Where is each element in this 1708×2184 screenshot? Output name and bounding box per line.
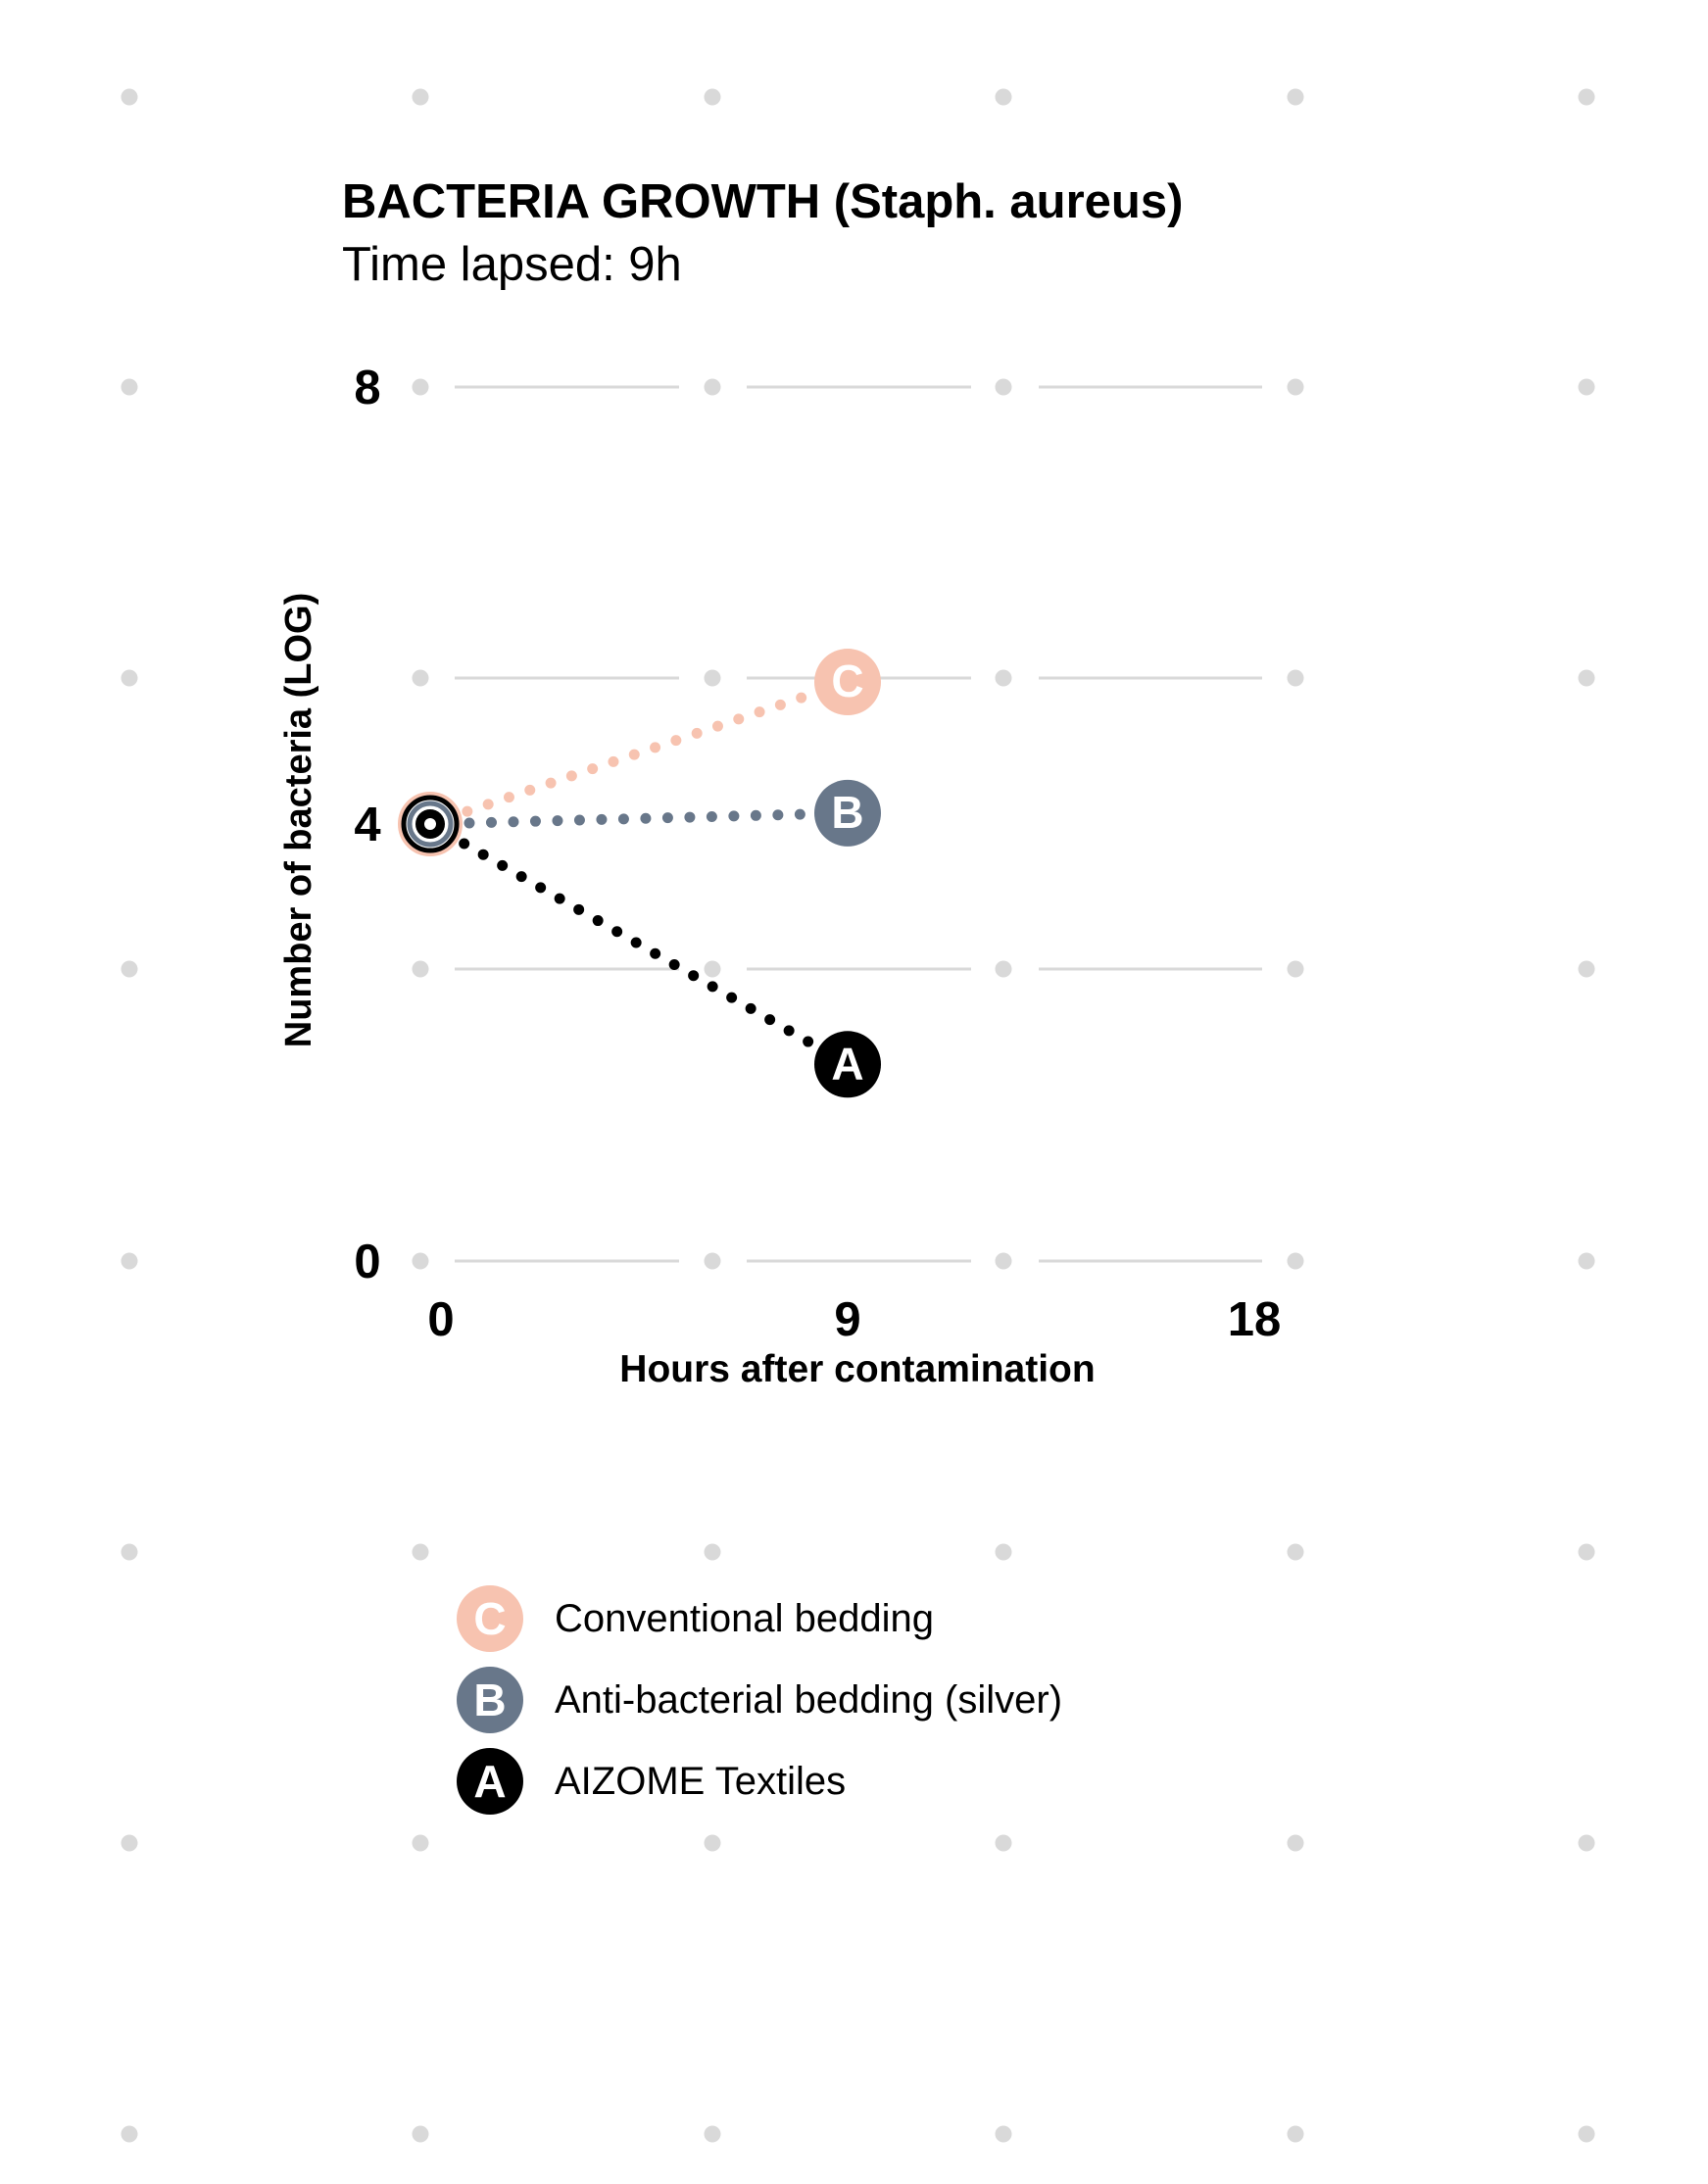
grid-dot bbox=[121, 960, 138, 978]
legend-item-c: C Conventional bedding bbox=[457, 1585, 934, 1652]
x-axis-ticks: 0 9 18 bbox=[427, 1293, 1281, 1346]
grid-dot bbox=[704, 1252, 721, 1270]
grid-dot bbox=[995, 669, 1012, 687]
grid-dot bbox=[1287, 2125, 1304, 2143]
series-line-b bbox=[464, 808, 812, 829]
grid-dot bbox=[995, 1252, 1012, 1270]
grid-dot bbox=[995, 1543, 1012, 1561]
grid-dot bbox=[704, 2125, 721, 2143]
grid-dot bbox=[995, 1834, 1012, 1852]
chart-title: BACTERIA GROWTH (Staph. aureus) bbox=[342, 175, 1183, 228]
grid-dot bbox=[412, 88, 429, 106]
end-marker-b bbox=[814, 779, 881, 847]
legend-swatch-a bbox=[457, 1748, 523, 1815]
grid-dot bbox=[704, 960, 721, 978]
legend-swatch-b bbox=[457, 1667, 523, 1733]
legend-item-a: A AIZOME Textiles bbox=[457, 1748, 846, 1815]
grid-dot bbox=[704, 1543, 721, 1561]
y-tick-label: 4 bbox=[354, 799, 380, 851]
grid-dot bbox=[1287, 1252, 1304, 1270]
end-marker-letter-a: A bbox=[831, 1038, 863, 1089]
grid-dot bbox=[412, 960, 429, 978]
grid-dot bbox=[412, 669, 429, 687]
grid-dot bbox=[1287, 960, 1304, 978]
legend-swatch-c bbox=[457, 1585, 523, 1652]
grid-dot bbox=[995, 88, 1012, 106]
end-marker-a bbox=[814, 1031, 881, 1098]
grid-dot bbox=[121, 1834, 138, 1852]
grid-dot bbox=[1578, 1834, 1595, 1852]
series-line-c bbox=[462, 690, 814, 817]
grid-dot bbox=[412, 1543, 429, 1561]
background-dot-grid bbox=[121, 88, 1595, 2143]
grid-dot bbox=[1578, 1252, 1595, 1270]
grid-dot bbox=[704, 88, 721, 106]
grid-dot bbox=[995, 960, 1012, 978]
x-tick-label: 9 bbox=[834, 1293, 860, 1346]
grid-dot bbox=[121, 1252, 138, 1270]
grid-dot bbox=[412, 1834, 429, 1852]
grid-dot bbox=[1287, 669, 1304, 687]
grid-dot bbox=[1287, 1834, 1304, 1852]
legend-swatch-letter: C bbox=[473, 1593, 506, 1644]
legend: C Conventional bedding B Anti-bacterial bed… bbox=[457, 1585, 1062, 1815]
legend-swatch-letter: B bbox=[473, 1674, 506, 1725]
grid-dot bbox=[1578, 960, 1595, 978]
grid-dot bbox=[1287, 88, 1304, 106]
start-ring-a-outer bbox=[401, 795, 460, 853]
grid-dot bbox=[1578, 378, 1595, 396]
start-ring-b bbox=[407, 801, 454, 848]
y-axis-label: Number of bacteria (LOG) bbox=[278, 593, 319, 1048]
series-c: C bbox=[462, 649, 881, 817]
chart-subtitle: Time lapsed: 9h bbox=[342, 238, 682, 291]
grid-dot bbox=[121, 1543, 138, 1561]
grid-dot bbox=[121, 88, 138, 106]
x-axis-label: Hours after contamination bbox=[619, 1348, 1095, 1390]
end-marker-letter-b: B bbox=[831, 787, 863, 838]
start-marker bbox=[397, 791, 464, 857]
series-a: A bbox=[459, 838, 881, 1098]
grid-dot bbox=[121, 378, 138, 396]
y-tick-label: 8 bbox=[354, 362, 380, 414]
grid-dot bbox=[1578, 2125, 1595, 2143]
start-center bbox=[424, 818, 436, 830]
grid-dot bbox=[704, 1834, 721, 1852]
x-tick-label: 18 bbox=[1228, 1293, 1282, 1346]
legend-label: Anti-bacterial bedding (silver) bbox=[555, 1678, 1062, 1722]
series-b: B bbox=[464, 779, 881, 847]
grid-dot bbox=[412, 378, 429, 396]
grid-dot bbox=[1578, 1543, 1595, 1561]
series-line-a bbox=[459, 838, 818, 1049]
grid-dot bbox=[412, 2125, 429, 2143]
series-layer: C B A bbox=[459, 649, 881, 1098]
x-tick-label: 0 bbox=[427, 1293, 454, 1346]
grid-dot bbox=[1287, 1543, 1304, 1561]
grid-dot bbox=[412, 1252, 429, 1270]
grid-dot bbox=[704, 669, 721, 687]
start-ring-c bbox=[398, 792, 463, 856]
grid-dot bbox=[995, 2125, 1012, 2143]
y-tick-label: 0 bbox=[354, 1236, 380, 1288]
grid-dot bbox=[1287, 378, 1304, 396]
grid-dot bbox=[1578, 88, 1595, 106]
legend-label: AIZOME Textiles bbox=[555, 1760, 846, 1803]
grid-dot bbox=[704, 378, 721, 396]
y-axis-ticks: 0 4 8 bbox=[354, 362, 380, 1288]
legend-swatch-letter: A bbox=[473, 1756, 506, 1807]
grid-dot bbox=[1578, 669, 1595, 687]
end-marker-letter-c: C bbox=[831, 655, 863, 706]
legend-item-b: B Anti-bacterial bedding (silver) bbox=[457, 1667, 1062, 1733]
end-marker-c bbox=[814, 649, 881, 716]
grid-dot bbox=[121, 669, 138, 687]
legend-label: Conventional bedding bbox=[555, 1597, 934, 1640]
grid-dot bbox=[121, 2125, 138, 2143]
grid-dot bbox=[995, 378, 1012, 396]
